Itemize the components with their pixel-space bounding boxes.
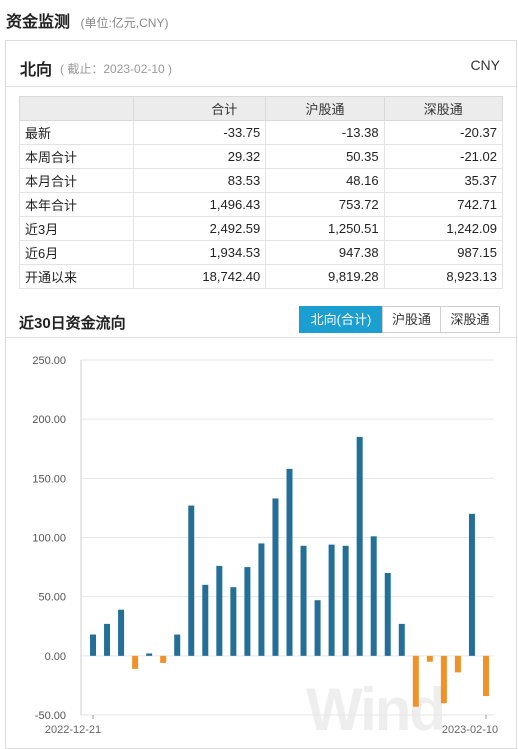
flow-bar — [370, 536, 377, 656]
total-cell: -33.75 — [132, 120, 267, 145]
currency-label: CNY — [470, 57, 500, 73]
column-header-shanghai: 沪股通 — [265, 96, 385, 121]
flow-bar — [146, 653, 153, 656]
shanghai-cell: 753.72 — [265, 192, 385, 217]
flow-bar — [272, 498, 279, 656]
table-row: 开通以来 18,742.40 9,819.28 8,923.13 — [19, 264, 504, 289]
shenzhen-cell: -21.02 — [383, 144, 504, 169]
summary-table: 合计 沪股通 深股通 最新 -33.75 -13.38 -20.37 本周合计 29.32… — [19, 96, 504, 289]
tab-shanghai-connect[interactable]: 沪股通 — [382, 306, 441, 333]
y-tick-label: 200.00 — [32, 414, 66, 426]
total-cell: 1,934.53 — [132, 240, 267, 265]
y-tick-label: 150.00 — [32, 473, 66, 485]
y-tick-label: 100.00 — [32, 533, 66, 545]
row-label: 近6月 — [19, 240, 134, 265]
as-of-date: ( 截止：2023-02-10 ) — [60, 62, 173, 76]
table-row: 本年合计 1,496.43 753.72 742.71 — [19, 192, 504, 217]
flow-bar — [356, 436, 363, 656]
flow-tabs: 北向(合计) 沪股通 深股通 — [299, 306, 500, 333]
flow-bar — [202, 584, 209, 656]
flow-section-title: 近30日资金流向 — [19, 315, 126, 332]
column-header-shenzhen: 深股通 — [383, 96, 504, 121]
row-label: 开通以来 — [19, 264, 134, 289]
table-row: 最新 -33.75 -13.38 -20.37 — [19, 120, 504, 145]
table-header-row: 合计 沪股通 深股通 — [19, 96, 504, 121]
y-tick-label: 0.00 — [45, 651, 66, 663]
table-row: 本周合计 29.32 50.35 -21.02 — [19, 144, 504, 169]
flow-bar — [440, 655, 447, 704]
row-label: 本月合计 — [19, 168, 134, 193]
chart-divider — [6, 337, 516, 338]
shanghai-cell: 50.35 — [265, 144, 385, 169]
flow-bar — [482, 655, 489, 697]
shenzhen-cell: 742.71 — [383, 192, 504, 217]
flow-bar — [258, 543, 265, 656]
row-label: 近3月 — [19, 216, 134, 241]
flow-bar — [412, 655, 419, 707]
shenzhen-cell: 8,923.13 — [383, 264, 504, 289]
flow-bar — [216, 565, 223, 656]
flow-bar — [342, 545, 349, 656]
flow-bar — [160, 655, 167, 663]
tab-northbound-total[interactable]: 北向(合计) — [299, 306, 383, 333]
page-header: 资金监测 (单位:亿元,CNY) — [0, 0, 518, 36]
flow-bar — [230, 587, 237, 656]
shanghai-cell: -13.38 — [265, 120, 385, 145]
flow-bar — [104, 623, 111, 656]
page-title: 资金监测 — [6, 14, 71, 31]
table-row: 本月合计 83.53 48.16 35.37 — [19, 168, 504, 193]
flow-bar — [188, 505, 195, 656]
flow-bar — [398, 623, 405, 656]
shanghai-cell: 947.38 — [265, 240, 385, 265]
shenzhen-cell: -20.37 — [383, 120, 504, 145]
y-tick-label: -50.00 — [35, 710, 66, 722]
flow-bar — [468, 513, 475, 656]
x-tick-label-start: 2022-12-21 — [45, 724, 101, 736]
flow-bar — [244, 567, 251, 656]
total-cell: 83.53 — [132, 168, 267, 193]
x-tick-label-end: 2023-02-10 — [442, 724, 498, 736]
column-header-label — [19, 96, 134, 121]
northbound-panel: 北向 ( 截止：2023-02-10 ) CNY 合计 沪股通 深股通 最新 -3… — [5, 40, 517, 749]
flow-bar — [426, 655, 433, 662]
flow-bar — [454, 655, 461, 673]
wind-watermark: Wind — [306, 676, 446, 743]
table-row: 近6月 1,934.53 947.38 987.15 — [19, 240, 504, 265]
flow-bar — [300, 545, 307, 656]
row-label: 本周合计 — [19, 144, 134, 169]
flow-bar — [90, 634, 97, 656]
row-label: 最新 — [19, 120, 134, 145]
flow-bar — [314, 600, 321, 656]
tab-shenzhen-connect[interactable]: 深股通 — [440, 306, 500, 333]
flow-bar — [118, 609, 125, 656]
panel-title: 北向 — [20, 62, 53, 79]
flow-bar — [132, 655, 139, 669]
total-cell: 1,496.43 — [132, 192, 267, 217]
shanghai-cell: 9,819.28 — [265, 264, 385, 289]
y-tick-label: 50.00 — [38, 592, 66, 604]
flow-bar — [384, 573, 391, 656]
flow-bar — [286, 468, 293, 656]
y-tick-label: 250.00 — [32, 355, 66, 367]
flow-bar — [174, 634, 181, 656]
flow-bar — [328, 544, 335, 656]
unit-label: (单位:亿元,CNY) — [80, 16, 169, 30]
total-cell: 18,742.40 — [132, 264, 267, 289]
panel-header: 北向 ( 截止：2023-02-10 ) CNY — [6, 41, 516, 87]
shenzhen-cell: 987.15 — [383, 240, 504, 265]
flow-bar-chart: 250.00 200.00 150.00 100.00 50.00 0.00 -50.00 2… — [32, 355, 498, 736]
